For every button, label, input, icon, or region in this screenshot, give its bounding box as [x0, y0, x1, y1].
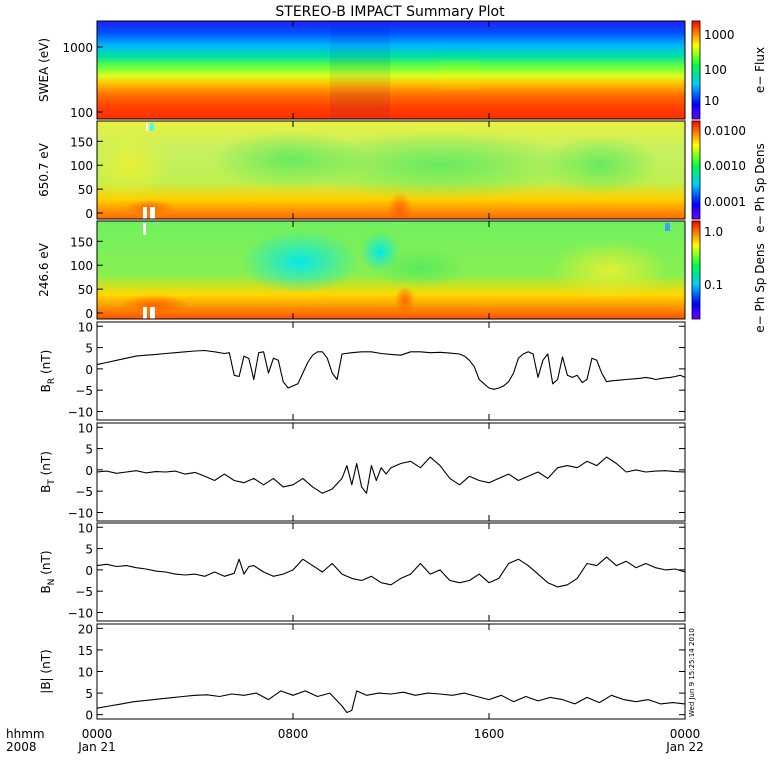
panel-pad-650	[96, 120, 686, 220]
line-ytick-label: 0	[85, 709, 93, 723]
colorbar-tick-label: 0.1	[704, 278, 723, 292]
line-ytick-label: 10	[78, 421, 93, 435]
heatmap-ytick-label: 150	[70, 235, 93, 249]
heatmap-ytick-label: 50	[78, 183, 93, 197]
magnetic-field-trace	[96, 690, 686, 714]
heatmap-ylabel: SWEA (eV)	[37, 38, 51, 102]
line-ytick-label: −5	[75, 384, 93, 398]
panel-bt-frame	[96, 422, 686, 522]
line-ytick-label: 0	[85, 564, 93, 578]
line-ytick-label: −10	[68, 506, 93, 520]
heatmap-ytick-label: 0	[85, 307, 93, 321]
xaxis-date-start: Jan 21	[77, 740, 116, 754]
xaxis-tick-label: 1600	[474, 727, 505, 741]
line-ytick-label: 5	[85, 443, 93, 457]
line-ytick-label: 0	[85, 363, 93, 377]
line-ytick-label: 0	[85, 464, 93, 478]
line-ylabel: BR (nT)	[39, 350, 57, 393]
magnetic-field-trace	[96, 556, 686, 588]
line-ytick-label: 15	[78, 644, 93, 658]
colorbar-pad-650	[691, 120, 701, 220]
xaxis-date-end: Jan 22	[665, 740, 704, 754]
heatmap-ytick-label: 100	[70, 106, 93, 120]
pad-650-spectrogram	[97, 121, 685, 219]
xaxis-row-label-hhmm: hhmm	[6, 727, 45, 741]
heatmap-ytick-label: 50	[78, 283, 93, 297]
magnetic-field-trace	[96, 456, 686, 494]
line-ytick-label: 10	[78, 666, 93, 680]
panel-bn-frame	[96, 522, 686, 622]
line-ytick-label: 10	[78, 320, 93, 334]
heatmap-ytick-label: 100	[70, 159, 93, 173]
line-ytick-label: 5	[85, 687, 93, 701]
panel-br-frame	[96, 321, 686, 421]
heatmap-ytick-label: 150	[70, 135, 93, 149]
colorbar-tick-label: 0.0100	[704, 124, 746, 138]
colorbar-tick-label: 0.0010	[704, 159, 746, 173]
xaxis-tick-label: 0800	[278, 727, 309, 741]
colorbar-label: e− Flux	[753, 47, 767, 93]
heatmap-ytick-label: 0	[85, 207, 93, 221]
colorbar-tick-label: 100	[704, 63, 727, 77]
heatmap-ytick-label: 1000	[62, 41, 93, 55]
line-ytick-label: 5	[85, 543, 93, 557]
magnetic-field-trace	[96, 349, 686, 390]
colorbar-tick-label: 1000	[704, 28, 735, 42]
colorbar-label: e− Ph Sp Dens	[753, 143, 767, 232]
figure-title: STEREO-B IMPACT Summary Plot	[275, 4, 505, 20]
colorbar-pad-246	[691, 220, 701, 320]
xaxis-tick-label: 0000	[670, 727, 701, 741]
heatmap-ylabel: 650.7 eV	[37, 142, 51, 197]
line-ylabel: BN (nT)	[39, 550, 57, 593]
panel-swea	[96, 20, 686, 120]
colorbar-label: e− Ph Sp Dens	[753, 243, 767, 332]
line-ytick-label: 5	[85, 342, 93, 356]
line-ytick-label: −10	[68, 606, 93, 620]
heatmap-ylabel: 246.6 eV	[37, 242, 51, 297]
heatmap-ytick-label: 100	[70, 259, 93, 273]
xaxis-tick-label: 0000	[82, 727, 113, 741]
line-ylabel: BT (nT)	[39, 451, 57, 493]
panel-bmag-frame	[96, 623, 686, 720]
panel-pad-246	[96, 220, 686, 320]
line-ytick-label: 10	[78, 521, 93, 535]
line-ytick-label: −10	[68, 405, 93, 419]
colorbar-tick-label: 0.0001	[704, 195, 746, 209]
xaxis-row-label-year: 2008	[6, 740, 37, 754]
line-ytick-label: 20	[78, 622, 93, 636]
colorbar-swea	[691, 20, 701, 120]
plot-timestamp: Wed Jun 9 15:25:14 2010	[688, 628, 696, 717]
colorbar-tick-label: 1.0	[704, 225, 723, 239]
line-ytick-label: −5	[75, 485, 93, 499]
swea-spectrogram	[97, 21, 685, 119]
colorbar-tick-label: 10	[704, 94, 719, 108]
pad-246-spectrogram	[97, 221, 685, 319]
line-ytick-label: −5	[75, 585, 93, 599]
line-ylabel: |B| (nT)	[39, 649, 53, 693]
